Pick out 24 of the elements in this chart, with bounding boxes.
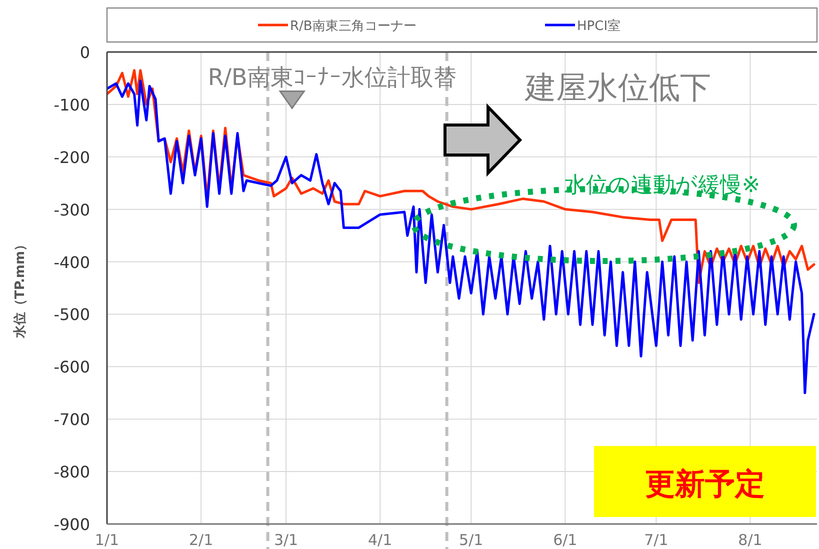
legend-label: R/B南東三角コーナー [290, 19, 416, 34]
y-tick-label: -800 [54, 462, 90, 482]
x-tick-label: 7/1 [644, 531, 668, 549]
x-tick-label: 4/1 [368, 531, 392, 549]
legend-label: HPCI室 [577, 18, 621, 34]
y-tick-label: -600 [54, 358, 90, 377]
x-tick-label: 1/1 [94, 531, 120, 549]
y-tick-label: -200 [54, 148, 90, 167]
y-tick-label: -500 [54, 305, 90, 324]
annotation: 更新予定 [645, 467, 765, 502]
annotation: R/B南東ｺｰﾅｰ水位計取替 [208, 65, 456, 92]
x-tick-label: 5/1 [459, 531, 484, 549]
y-tick-label: -400 [54, 252, 90, 272]
y-tick-label: -100 [54, 95, 90, 114]
x-tick-label: 8/1 [738, 531, 762, 549]
y-tick-label: -700 [54, 410, 90, 430]
y-tick-label: 0 [80, 43, 90, 62]
x-tick-label: 6/1 [553, 531, 578, 549]
annotation: 建屋水位低下 [524, 70, 711, 106]
y-tick-label: -900 [54, 515, 90, 534]
x-tick-label: 2/1 [188, 531, 214, 549]
y-axis-title: 水位（TP.mm） [13, 238, 28, 340]
x-tick-label: 3/1 [274, 531, 298, 549]
y-tick-label: -300 [54, 200, 90, 220]
